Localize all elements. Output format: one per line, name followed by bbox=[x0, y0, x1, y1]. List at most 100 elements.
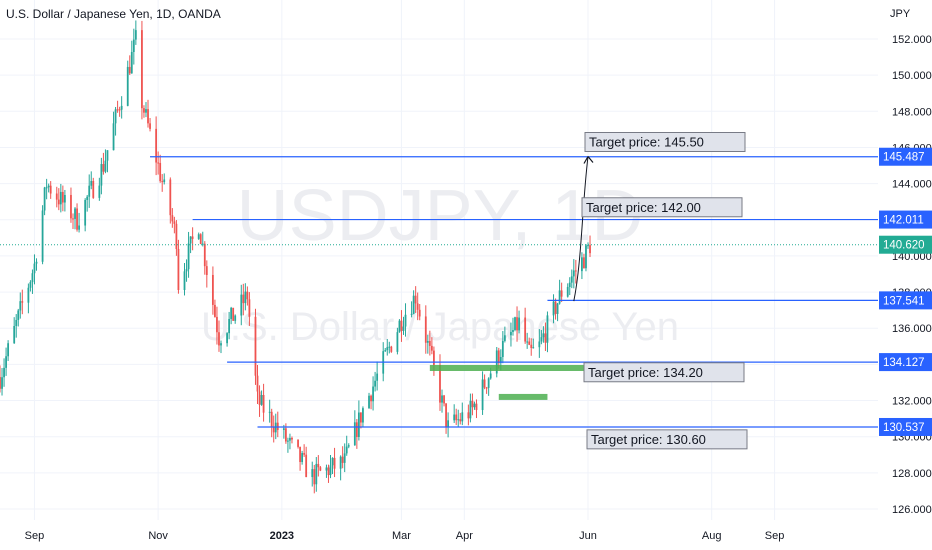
candle-body bbox=[329, 465, 332, 476]
candle-body bbox=[145, 109, 147, 113]
target-price-label: Target price: 130.60 bbox=[586, 429, 748, 450]
candle-body bbox=[475, 403, 478, 411]
candle-body bbox=[303, 453, 306, 455]
candle-body bbox=[412, 295, 415, 314]
candle-body bbox=[78, 225, 80, 230]
candles-group bbox=[0, 20, 591, 494]
chart-title: U.S. Dollar / Japanese Yen, 1D, OANDA bbox=[6, 7, 221, 21]
candle-body bbox=[214, 304, 216, 317]
candle-body bbox=[514, 317, 516, 330]
candle-body bbox=[126, 66, 129, 106]
candle-body bbox=[418, 309, 421, 317]
candle-body bbox=[313, 469, 316, 485]
candle-body bbox=[311, 469, 314, 478]
candle-body bbox=[530, 344, 533, 349]
candle-body bbox=[558, 290, 561, 304]
candle-body bbox=[503, 335, 506, 341]
candle-body bbox=[19, 301, 22, 311]
candle-body bbox=[540, 337, 543, 342]
price-tick-label: 128.000 bbox=[892, 468, 932, 480]
projection-arrow bbox=[573, 156, 589, 302]
price-tick-label: 126.000 bbox=[892, 504, 932, 516]
candle-body bbox=[106, 150, 109, 161]
candle-body bbox=[299, 446, 301, 463]
candle-body bbox=[362, 408, 364, 423]
candle-body bbox=[297, 439, 299, 447]
level-price-text: 137.541 bbox=[883, 295, 925, 307]
time-tick-label: Mar bbox=[392, 530, 411, 542]
candle-body bbox=[317, 463, 320, 468]
candle-body bbox=[211, 274, 214, 305]
candle-body bbox=[542, 333, 545, 338]
candle-body bbox=[1, 377, 3, 389]
candle-body bbox=[473, 403, 476, 408]
candle-body bbox=[29, 282, 32, 288]
candle-body bbox=[189, 236, 192, 244]
candle-body bbox=[130, 51, 133, 74]
candle-body bbox=[33, 263, 36, 274]
candle-body bbox=[185, 269, 188, 272]
candle-body bbox=[581, 257, 583, 272]
candle-body bbox=[177, 248, 180, 291]
candle-body bbox=[439, 364, 441, 403]
candle-body bbox=[404, 314, 407, 327]
candle-body bbox=[27, 287, 30, 303]
watermark-symbol: USDJPY, 1D bbox=[237, 176, 644, 256]
candle-body bbox=[483, 379, 486, 388]
time-tick-label: Nov bbox=[148, 530, 168, 542]
candle-body bbox=[455, 414, 458, 421]
candle-body bbox=[5, 356, 7, 368]
candle-body bbox=[132, 39, 135, 52]
candle-body bbox=[203, 243, 206, 267]
candle-body bbox=[516, 317, 518, 331]
candle-body bbox=[183, 271, 186, 291]
currency-label: JPY bbox=[890, 8, 911, 20]
candle-body bbox=[226, 333, 228, 344]
price-tick-label: 152.000 bbox=[892, 34, 932, 46]
candle-body bbox=[63, 194, 66, 203]
candle-body bbox=[260, 394, 263, 405]
candle-body bbox=[201, 243, 204, 245]
candle-body bbox=[360, 412, 362, 423]
candle-body bbox=[327, 467, 330, 476]
candle-body bbox=[134, 30, 137, 40]
candle-body bbox=[17, 310, 20, 320]
last-price-text: 140.620 bbox=[883, 240, 925, 252]
level-price-badge bbox=[879, 353, 932, 372]
candle-body bbox=[461, 412, 464, 422]
candle-body bbox=[45, 187, 48, 189]
price-axis: 126.000128.000130.000132.000134.000136.0… bbox=[879, 0, 932, 550]
candle-body bbox=[197, 234, 200, 239]
candle-body bbox=[268, 411, 271, 413]
candle-body bbox=[240, 294, 243, 316]
candle-body bbox=[3, 367, 5, 378]
candle-body bbox=[175, 223, 178, 249]
candle-body bbox=[315, 463, 318, 485]
candle-body bbox=[128, 66, 131, 74]
candle-body bbox=[400, 320, 403, 331]
candle-body bbox=[447, 420, 449, 427]
candle-body bbox=[524, 317, 527, 342]
candle-body bbox=[552, 301, 555, 316]
candle-body bbox=[169, 179, 172, 216]
candle-body bbox=[481, 379, 484, 411]
candle-body bbox=[471, 400, 474, 408]
candle-body bbox=[560, 290, 563, 297]
candle-body bbox=[428, 340, 431, 346]
candle-body bbox=[487, 378, 490, 388]
price-axis-bg bbox=[879, 0, 932, 550]
candle-body bbox=[554, 301, 557, 314]
target-label-box bbox=[583, 362, 745, 383]
target-label-box bbox=[586, 429, 748, 450]
candle-body bbox=[270, 411, 273, 428]
candle-body bbox=[276, 422, 279, 430]
candle-body bbox=[216, 316, 218, 333]
candle-body bbox=[102, 164, 105, 172]
candle-body bbox=[396, 332, 399, 352]
candle-body bbox=[518, 317, 520, 331]
candle-body bbox=[141, 30, 143, 109]
candle-body bbox=[149, 123, 151, 129]
price-tick-label: 150.000 bbox=[892, 70, 932, 82]
